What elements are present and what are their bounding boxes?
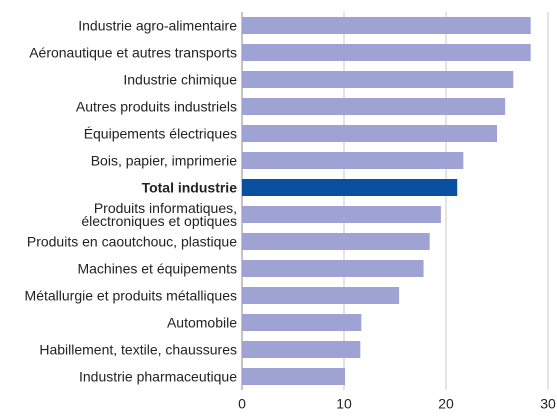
y-tick-label: Autres produits industriels — [75, 98, 237, 114]
bar — [242, 368, 346, 385]
y-tick-label: Industrie pharmaceutique — [79, 368, 237, 384]
y-tick-label: Automobile — [166, 314, 237, 330]
x-tick-label: 10 — [336, 396, 352, 412]
bar — [242, 125, 497, 142]
y-tick-label: Bois, papier, imprimerie — [90, 152, 237, 168]
y-tick-label: Produits en caoutchouc, plastique — [26, 233, 237, 249]
bar — [242, 341, 361, 358]
bar — [242, 314, 362, 331]
y-tick-label: Équipements électriques — [83, 125, 237, 141]
x-tick-label: 0 — [238, 396, 246, 412]
bar — [242, 98, 506, 115]
y-tick-label: Aéronautique et autres transports — [29, 44, 237, 60]
bar — [242, 44, 531, 61]
y-tick-label: Industrie agro-alimentaire — [78, 17, 237, 33]
bar — [242, 71, 514, 88]
bar — [242, 17, 531, 34]
y-tick-label: Total industrie — [141, 179, 237, 195]
y-tick-label: Habillement, textile, chaussures — [39, 341, 237, 357]
bar — [242, 152, 464, 169]
bar — [242, 179, 458, 196]
x-tick-label: 20 — [438, 396, 454, 412]
x-tick-label: 30 — [540, 396, 556, 412]
bar — [242, 233, 430, 250]
bar — [242, 206, 441, 223]
y-tick-label: Machines et équipements — [77, 260, 237, 276]
y-tick-label: Produits informatiques, électroniques et… — [81, 199, 237, 229]
y-tick-label: Métallurgie et produits métalliques — [24, 287, 237, 303]
bar — [242, 287, 400, 304]
y-tick-label: Industrie chimique — [123, 71, 237, 87]
bar — [242, 260, 424, 277]
